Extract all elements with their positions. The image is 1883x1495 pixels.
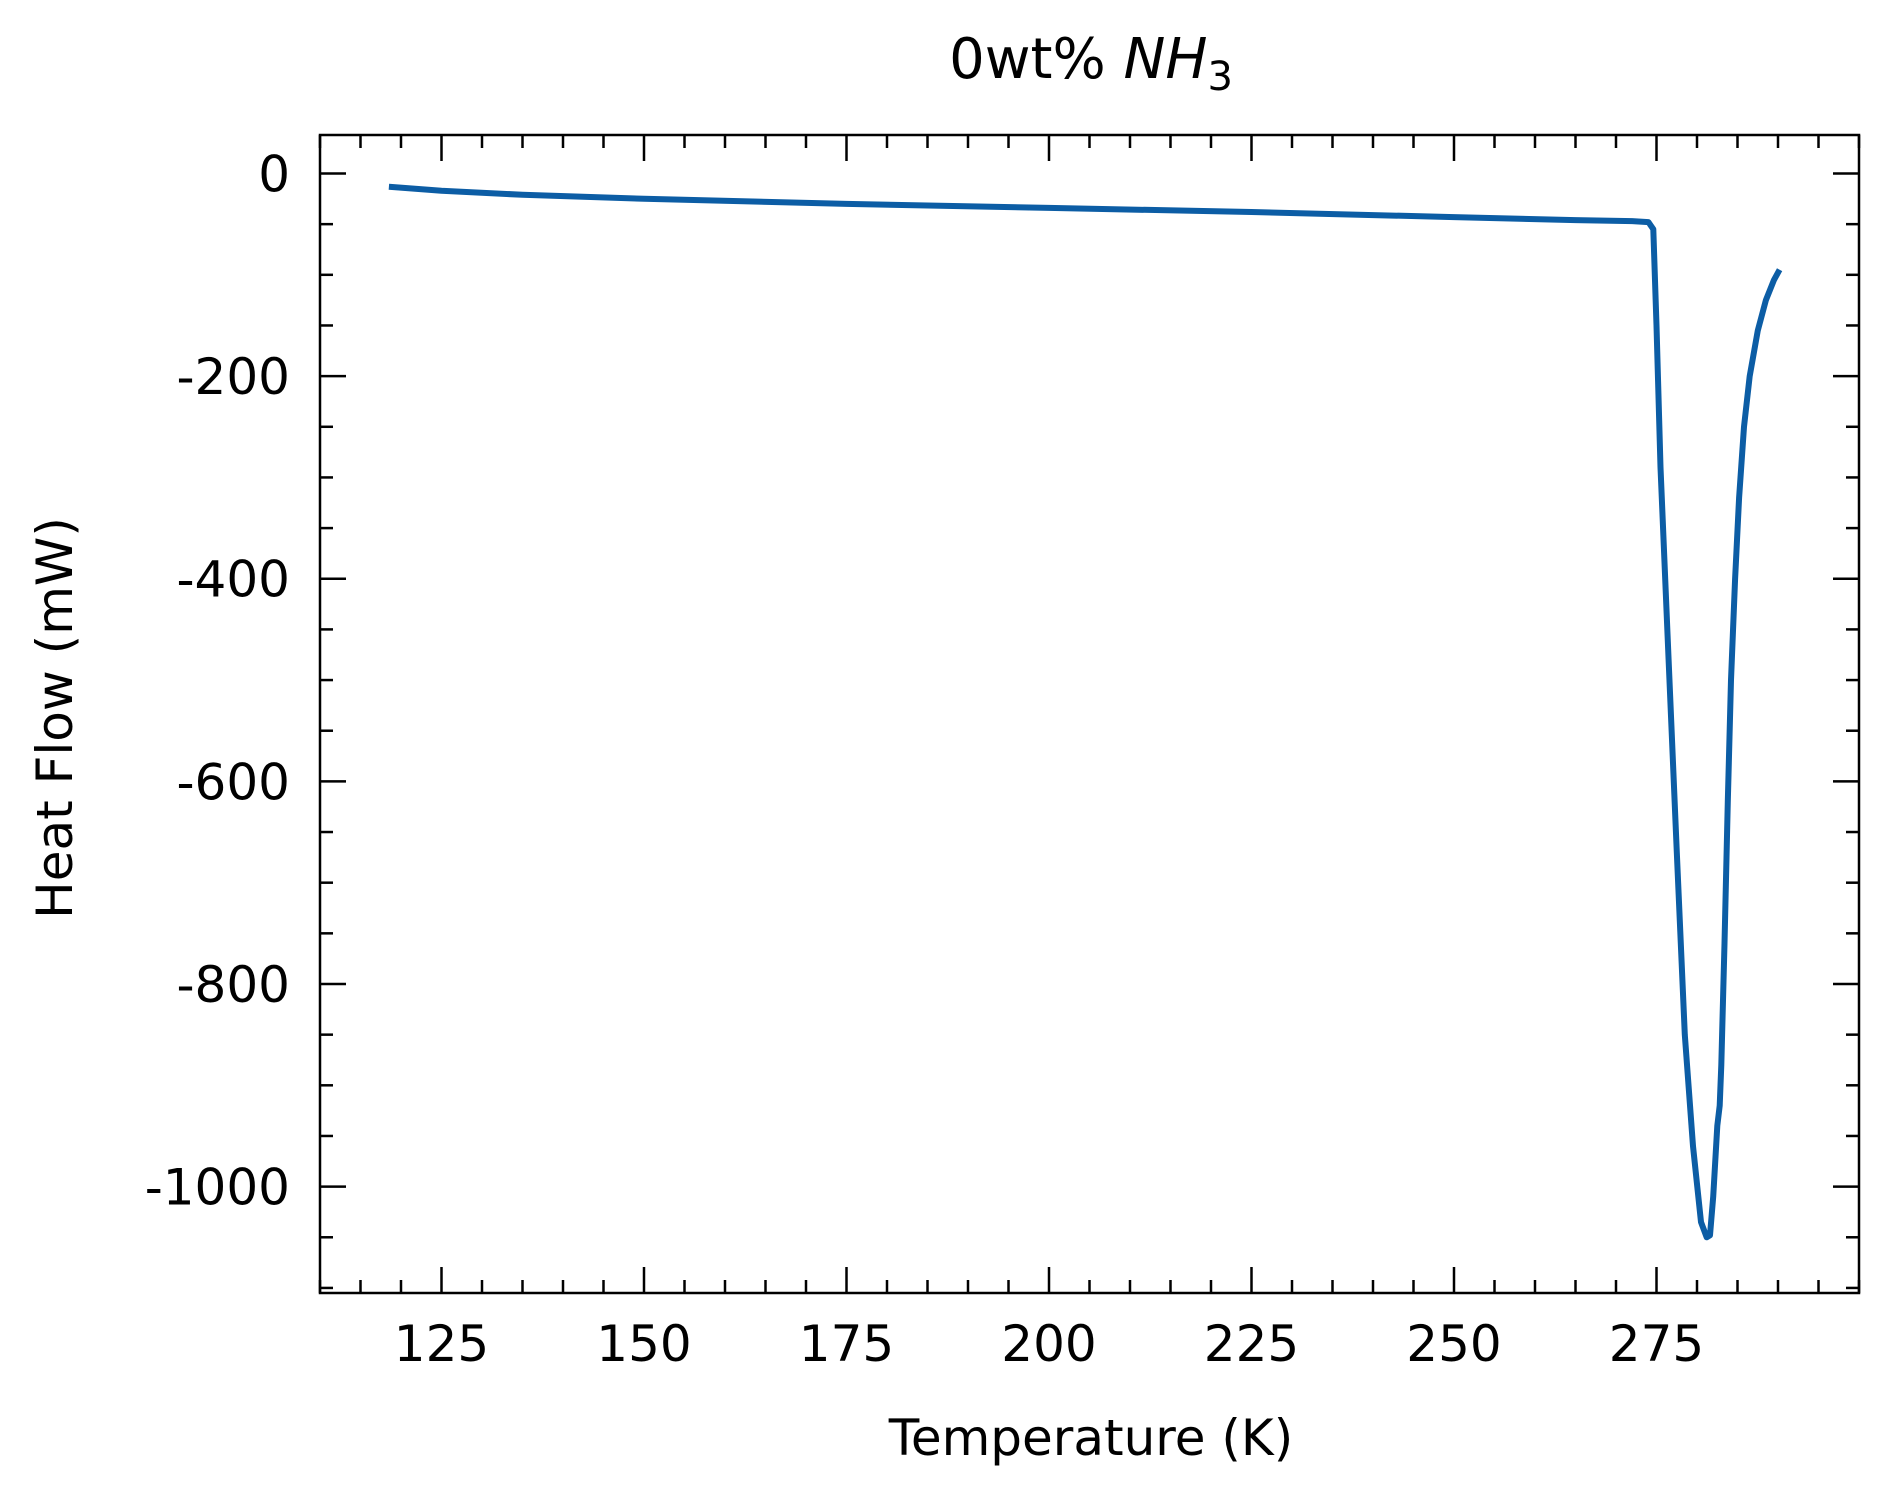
y-tick-label: -600: [177, 753, 290, 811]
chart-title-subscript: 3: [1207, 54, 1232, 100]
x-tick-label: 175: [799, 1315, 894, 1373]
x-tick-label: 250: [1406, 1315, 1501, 1373]
axis-ticks: [318, 135, 1861, 1293]
plot-frame: [318, 133, 1861, 1295]
chart-title: 0wt% NH3: [949, 27, 1233, 100]
y-tick-label: -400: [177, 551, 290, 609]
y-tick-label: -800: [177, 956, 290, 1014]
y-tick-label: -200: [177, 348, 290, 406]
x-axis-label: Temperature (K): [888, 1409, 1293, 1467]
heat-flow-line: [388, 183, 1783, 1241]
y-tick-label: 0: [258, 145, 290, 203]
chart-title-text: 0wt%: [949, 27, 1123, 92]
x-tick-label: 200: [1001, 1315, 1096, 1373]
y-axis-label: Heat Flow (mW): [26, 517, 84, 919]
chart-title-species: NH: [1123, 27, 1207, 92]
x-tick-label: 275: [1609, 1315, 1704, 1373]
x-tick-label: 125: [394, 1315, 489, 1373]
x-tick-label: 225: [1204, 1315, 1299, 1373]
x-tick-label: 150: [596, 1315, 691, 1373]
y-tick-label: -1000: [145, 1159, 290, 1217]
axis-tick-labels: 125 150 175 200 225 250 275 0 -200 -400 -600 -800 -1…: [145, 145, 1705, 1373]
